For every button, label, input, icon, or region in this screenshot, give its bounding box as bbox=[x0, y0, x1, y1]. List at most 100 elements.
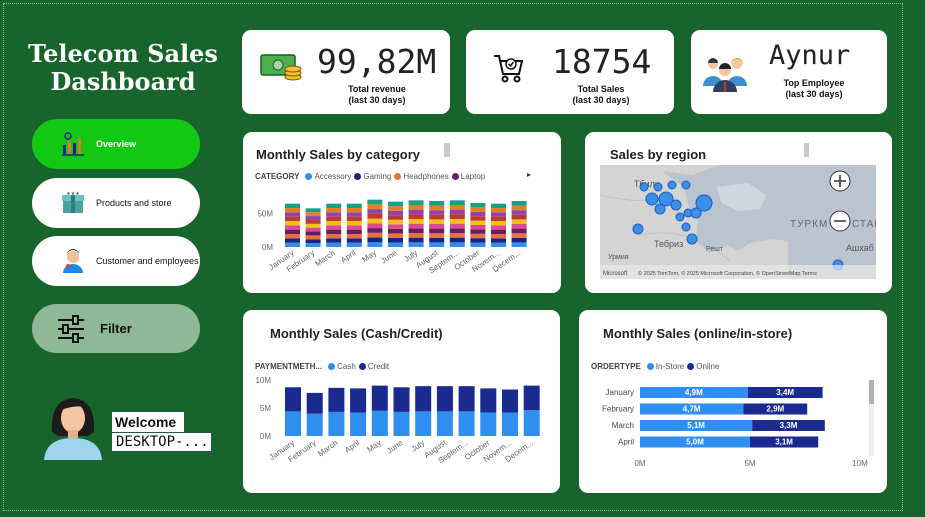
bar-cash bbox=[306, 413, 323, 436]
ordertype-chart-title: Monthly Sales (online/in-store) bbox=[603, 326, 793, 341]
zoom-in-button[interactable] bbox=[829, 170, 851, 192]
bar-credit bbox=[458, 386, 475, 412]
zoom-out-button[interactable] bbox=[829, 210, 851, 232]
map-marker[interactable] bbox=[670, 199, 682, 211]
data-label-online: 2,9M bbox=[766, 405, 784, 414]
scroll-handle[interactable] bbox=[444, 143, 450, 157]
map-marker[interactable] bbox=[681, 180, 691, 190]
kpi-employee-label: Top Employee (last 30 days) bbox=[774, 78, 854, 100]
x-tick-label: 5M bbox=[744, 459, 755, 468]
bar-segment bbox=[491, 238, 506, 243]
map-marker[interactable] bbox=[632, 223, 644, 235]
scrollbar-track[interactable] bbox=[869, 380, 874, 456]
map-marker[interactable] bbox=[658, 191, 674, 207]
map-marker[interactable] bbox=[653, 182, 663, 192]
legend-laptop: Laptop bbox=[460, 172, 486, 181]
bar-segment bbox=[449, 209, 465, 215]
map-marker[interactable] bbox=[667, 180, 677, 190]
bar-segment bbox=[408, 223, 424, 229]
bar-credit bbox=[393, 387, 410, 412]
legend-dot-cash bbox=[328, 363, 336, 370]
bar-segment bbox=[367, 228, 383, 233]
bar-segment bbox=[388, 215, 403, 220]
bar-segment bbox=[305, 208, 321, 213]
bar-segment bbox=[285, 212, 300, 217]
legend-next-arrow[interactable]: ▸ bbox=[527, 170, 532, 179]
map-marker[interactable] bbox=[690, 207, 702, 219]
map-marker[interactable] bbox=[654, 203, 666, 215]
sliders-icon bbox=[58, 314, 84, 343]
bar-segment bbox=[408, 242, 424, 247]
data-label-instore: 5,0M bbox=[686, 438, 704, 447]
bar-instore bbox=[640, 420, 753, 431]
map-marker[interactable] bbox=[639, 182, 649, 192]
data-label-instore: 4,7M bbox=[683, 405, 701, 414]
bar-credit bbox=[502, 389, 518, 413]
bar-cash bbox=[371, 410, 388, 436]
bar-segment bbox=[367, 209, 383, 214]
kpi-sales-label-line1: Total Sales bbox=[577, 84, 625, 94]
bar-segment bbox=[511, 205, 527, 211]
legend-dot-headphones bbox=[394, 173, 402, 180]
nav-overview-label: Overview bbox=[96, 138, 137, 149]
x-tick-label: April bbox=[339, 248, 357, 265]
nav-overview-button[interactable]: Overview bbox=[32, 119, 200, 169]
bar-cash bbox=[328, 411, 345, 436]
page-border bbox=[3, 3, 903, 511]
bar-credit bbox=[523, 385, 540, 411]
y-tick-label: 10M bbox=[255, 376, 271, 385]
bar-segment bbox=[491, 225, 506, 230]
bar-credit bbox=[350, 388, 367, 413]
scroll-handle[interactable] bbox=[804, 143, 809, 157]
map-marker[interactable] bbox=[695, 194, 713, 212]
bar-online bbox=[750, 436, 819, 448]
x-tick-label: May bbox=[360, 248, 378, 264]
bar-segment bbox=[408, 200, 424, 205]
bar-segment bbox=[367, 213, 383, 219]
bar-credit bbox=[328, 387, 345, 412]
bar-chart-icon bbox=[62, 132, 84, 156]
filter-button[interactable]: Filter bbox=[32, 304, 200, 353]
data-label-instore: 5,1M bbox=[687, 421, 705, 430]
money-icon bbox=[260, 54, 302, 81]
bar-segment bbox=[408, 214, 424, 219]
data-label-instore: 4,9M bbox=[685, 388, 703, 397]
legend-dot-laptop bbox=[451, 173, 459, 180]
bar-segment bbox=[346, 216, 362, 221]
support-agent-icon bbox=[63, 249, 83, 273]
region-map-card: Sales by region Тбили Тебриз Урмия Решт … bbox=[585, 132, 892, 293]
bar-segment bbox=[326, 242, 342, 247]
bar-segment bbox=[429, 237, 445, 243]
map-label-turkmen: ТУРКМ bbox=[790, 219, 828, 230]
bar-segment bbox=[346, 238, 362, 243]
bar-segment bbox=[470, 229, 486, 234]
map-marker[interactable] bbox=[686, 233, 698, 245]
map-marker[interactable] bbox=[645, 192, 659, 206]
bar-segment bbox=[388, 219, 403, 225]
bar-segment bbox=[305, 219, 321, 224]
bar-segment bbox=[388, 210, 403, 216]
bar-segment bbox=[367, 237, 383, 243]
bar-segment bbox=[388, 228, 403, 234]
bar-segment bbox=[388, 237, 403, 243]
nav-products-button[interactable]: ★★★ Products and store bbox=[32, 178, 200, 228]
map-attribution[interactable]: © 2025 TomTom, © 2025 Microsoft Corporat… bbox=[638, 270, 817, 277]
kpi-revenue-label-line2: (last 30 days) bbox=[348, 95, 406, 105]
bar-segment bbox=[449, 219, 465, 224]
bar-segment bbox=[408, 219, 424, 224]
bar-segment bbox=[449, 223, 465, 229]
bar-segment bbox=[285, 221, 300, 226]
bar-segment bbox=[491, 242, 506, 247]
legend-dot-instore bbox=[646, 363, 654, 370]
bar-segment bbox=[408, 233, 424, 238]
bar-cash bbox=[415, 411, 432, 436]
bar-cash bbox=[480, 412, 497, 436]
map-marker[interactable] bbox=[675, 212, 685, 222]
y-tick-label: 50M bbox=[257, 210, 273, 219]
region-map[interactable]: Тбили Тебриз Урмия Решт ТУРКМ СТАН Ашхаб bbox=[600, 165, 876, 279]
scrollbar-thumb[interactable] bbox=[869, 380, 874, 404]
map-marker[interactable] bbox=[681, 222, 691, 232]
nav-customers-button[interactable]: Customer and employees bbox=[32, 236, 200, 286]
bar-credit bbox=[371, 385, 388, 411]
